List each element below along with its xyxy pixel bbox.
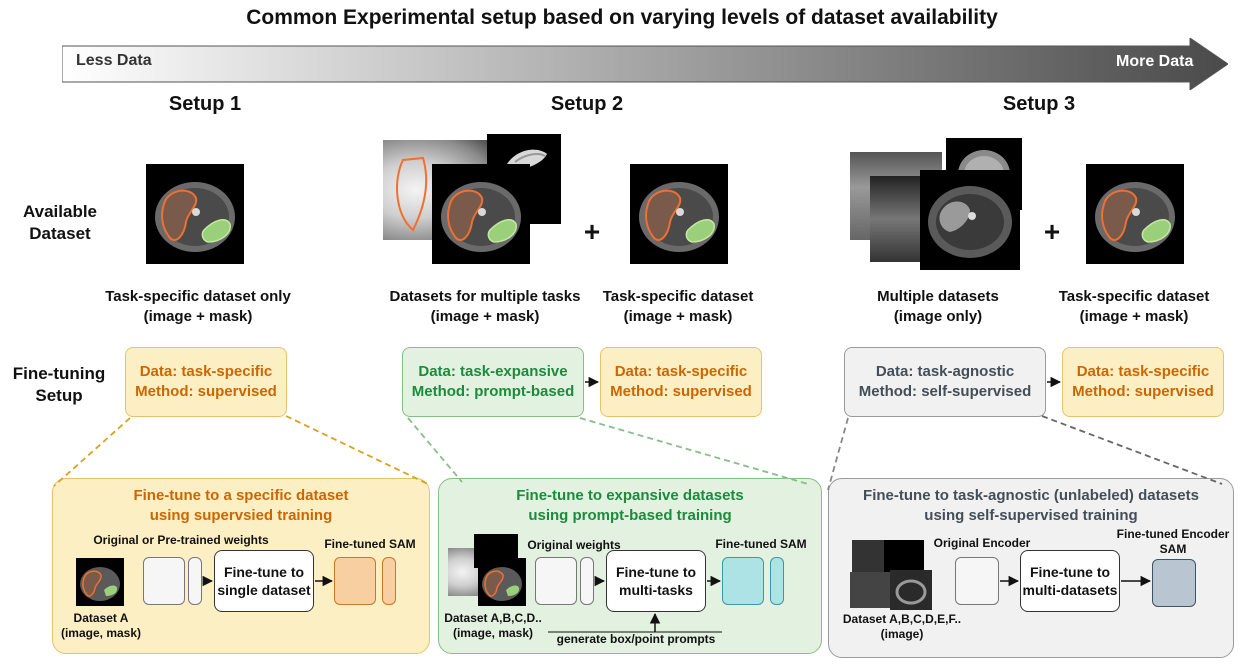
panel-1-title: Fine-tune to a specific dataset using sup… (133, 487, 349, 524)
panel-2-sam-decoder (770, 557, 784, 605)
panel-1-dataset-label: Dataset A (image, mask) (60, 611, 142, 640)
setup-3-title: Setup 3 (1002, 93, 1076, 115)
panel-2-sam-encoder (722, 557, 764, 605)
panel-2-title: Fine-tune to expansive datasets using pro… (516, 487, 744, 524)
more-data-label: More Data (1116, 53, 1194, 70)
panel-2-process-box: Fine-tune to multi-tasks (606, 550, 706, 612)
panel-3-sam-encoder (1152, 559, 1196, 607)
ct-liver-image-task (630, 164, 728, 264)
setup-1-finetune-box: Data: task-specific Method: supervised (125, 347, 287, 417)
panel-3-weights-label: Original Encoder (933, 536, 1031, 550)
panel-1-decoder-block (188, 557, 202, 605)
panel-2-decoder-block (580, 557, 594, 605)
panel-2-output-label: Fine-tuned SAM (715, 537, 807, 551)
caption-setup-2-multi: Datasets for multiple tasks (image + mask… (389, 288, 581, 325)
ct-liver-image-stack (432, 164, 530, 264)
panel-3-thumb-c (850, 572, 890, 608)
panel-2-prompt-label: generate box/point prompts (556, 632, 716, 646)
panel-3-encoder-block (955, 557, 999, 605)
panel-3-output-label: Fine-tuned Encoder SAM (1116, 527, 1230, 556)
ct-abdomen-image (920, 170, 1020, 270)
panel-3-dataset-label: Dataset A,B,C,D,E,F.. (image) (842, 612, 962, 641)
data-availability-arrow (62, 38, 1228, 90)
setup-2-expansive-box: Data: task-expansive Method: prompt-based (402, 347, 584, 417)
ct-liver-image-task-3 (1086, 164, 1184, 264)
panel-2-dataset-label: Dataset A,B,C,D.. (image, mask) (444, 611, 542, 640)
panel-3-thumb-d (890, 570, 932, 610)
panel-2-weights-label: Original weights (527, 538, 621, 552)
panel-2-encoder-block (535, 557, 577, 605)
setup-2-specific-box: Data: task-specific Method: supervised (600, 347, 762, 417)
panel-2-ct-thumb (478, 558, 526, 606)
available-dataset-label: Available Dataset (22, 202, 98, 243)
panel-1-weights-label: Original or Pre-trained weights (93, 533, 269, 547)
setup-3-specific-box: Data: task-specific Method: supervised (1062, 347, 1224, 417)
panel-1-process-box: Fine-tune to single dataset (214, 550, 314, 612)
panel-1-output-label: Fine-tuned SAM (324, 537, 416, 551)
setup-2-title: Setup 2 (550, 93, 624, 115)
panel-3-title: Fine-tune to task-agnostic (unlabeled) d… (863, 487, 1199, 524)
panel-3-thumb-a (852, 540, 888, 578)
ct-liver-image (146, 164, 244, 264)
plus-sign-setup-3: + (1043, 216, 1061, 247)
caption-setup-3-multi: Multiple datasets (image only) (877, 288, 999, 325)
panel-1-dataset-thumb (76, 558, 124, 606)
setup-1-title: Setup 1 (168, 93, 242, 115)
caption-setup-2-task: Task-specific dataset (image + mask) (602, 288, 754, 325)
panel-3-process-box: Fine-tune to multi-datasets (1020, 550, 1120, 612)
panel-1-sam-decoder (382, 557, 396, 605)
finetuning-setup-label: Fine-tuning Setup (12, 364, 106, 405)
plus-sign-setup-2: + (583, 216, 601, 247)
caption-setup-3-task: Task-specific dataset (image + mask) (1058, 288, 1210, 325)
panel-1-encoder-block (143, 557, 185, 605)
setup-3-agnostic-box: Data: task-agnostic Method: self-supervis… (844, 347, 1046, 417)
panel-1-sam-encoder (334, 557, 376, 605)
less-data-label: Less Data (76, 52, 152, 69)
page-title: Common Experimental setup based on varyi… (246, 6, 998, 29)
caption-setup-1: Task-specific dataset only (image + mask) (105, 288, 291, 325)
